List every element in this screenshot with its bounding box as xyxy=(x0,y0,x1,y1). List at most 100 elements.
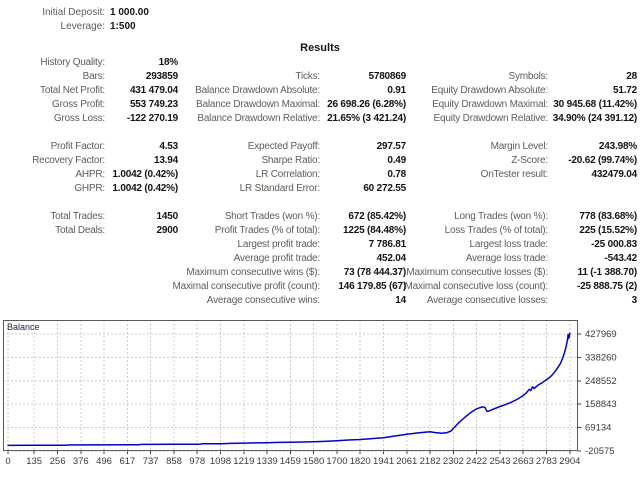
x-axis-tick-label: 1459 xyxy=(280,456,301,467)
stat-label xyxy=(0,238,105,252)
stat-row: Bars: 293859 Ticks: 5780869 Symbols: 28 xyxy=(0,70,640,84)
stats-section-1: History Quality: 18% Bars: 293859 Ticks: 5780… xyxy=(0,56,640,126)
stat-value: 243.98% xyxy=(598,141,637,152)
stat-label: Gross Loss: xyxy=(53,113,105,124)
stat-label xyxy=(0,252,105,266)
stat-value: 28 xyxy=(626,71,637,82)
x-axis-tick-label: 858 xyxy=(166,456,182,467)
stat-label: Gross Profit: xyxy=(52,99,105,110)
stat-row: Maximum consecutive wins ($): 73 (78 444.… xyxy=(0,266,640,280)
stat-value: 21.65% (3 421.24) xyxy=(327,113,406,124)
stat-label: Profit Factor: xyxy=(50,141,106,152)
stat-value: 60 272.55 xyxy=(363,183,406,194)
y-axis-tick-label: 69134 xyxy=(585,423,611,434)
stat-value: 14 xyxy=(395,295,406,306)
stat-value: 452.04 xyxy=(376,253,407,264)
stat-row: Gross Profit: 553 749.23 Balance Drawdown … xyxy=(0,98,640,112)
stat-row: Profit Factor: 4.53 Expected Payoff: 297.57… xyxy=(0,140,640,154)
stat-label: Average profit trade: xyxy=(233,253,320,264)
stat-label: GHPR: xyxy=(74,183,105,194)
stat-value xyxy=(548,182,637,196)
stat-value: 1.0042 (0.42%) xyxy=(112,169,178,180)
x-axis-tick-label: 1820 xyxy=(350,456,371,467)
stat-label: Z-Score: xyxy=(511,155,548,166)
y-axis-tick-label: 427969 xyxy=(585,329,617,340)
stat-label: Total Deals: xyxy=(55,225,105,236)
stat-value: 51.72 xyxy=(612,85,637,96)
stat-label: Ticks: xyxy=(295,71,320,82)
stat-value: 431 479.04 xyxy=(129,85,178,96)
stat-value xyxy=(320,56,406,70)
stat-value: 5780869 xyxy=(368,71,406,82)
initial-deposit-value: 1 000.00 xyxy=(110,7,149,18)
stat-value: 225 (15.52%) xyxy=(579,225,637,236)
stat-row: Total Trades: 1450 Short Trades (won %): 67… xyxy=(0,210,640,224)
stat-label: Balance Drawdown Relative: xyxy=(197,113,320,124)
x-axis-tick-label: 617 xyxy=(119,456,135,467)
stat-row: Maximal consecutive profit (count): 146 1… xyxy=(0,280,640,294)
stat-label xyxy=(178,56,320,70)
stat-label: Symbols: xyxy=(508,71,548,82)
x-axis-tick-label: 2783 xyxy=(536,456,557,467)
stat-value: 13.94 xyxy=(153,155,178,166)
stat-label: Equity Drawdown Relative: xyxy=(433,113,549,124)
x-axis-tick-label: 1700 xyxy=(326,456,347,467)
x-axis-tick-label: 737 xyxy=(143,456,159,467)
x-axis-tick-label: 1941 xyxy=(373,456,394,467)
stat-value xyxy=(105,238,178,252)
stat-label: Expected Payoff: xyxy=(247,141,320,152)
stat-label: Profit Trades (% of total): xyxy=(214,225,320,236)
stat-value: 778 (83.68%) xyxy=(579,211,637,222)
x-axis-tick-label: 2061 xyxy=(396,456,417,467)
x-axis-tick-label: 1339 xyxy=(257,456,278,467)
x-axis-tick-label: 2302 xyxy=(443,456,464,467)
stat-value: 672 (85.42%) xyxy=(348,211,406,222)
initial-deposit-row: Initial Deposit: 1 000.00 xyxy=(0,6,320,20)
stats-section-3: Total Trades: 1450 Short Trades (won %): 67… xyxy=(0,210,640,308)
stat-label: Average loss trade: xyxy=(465,253,548,264)
stat-label: Total Trades: xyxy=(50,211,105,222)
stat-label: Equity Drawdown Maximal: xyxy=(432,99,548,110)
stat-value: 7 786.81 xyxy=(368,239,407,250)
stat-value: -543.42 xyxy=(604,253,637,264)
stat-value: -25 888.75 (2) xyxy=(576,281,637,292)
stat-label: Balance Drawdown Absolute: xyxy=(195,85,320,96)
stat-label xyxy=(0,294,105,308)
stat-label: LR Standard Error: xyxy=(239,183,321,194)
stat-value: 1225 (84.48%) xyxy=(342,225,406,236)
stat-value: -25 000.83 xyxy=(591,239,637,250)
x-axis-tick-label: 978 xyxy=(189,456,205,467)
x-axis-tick-label: 135 xyxy=(26,456,42,467)
chart-title: Balance xyxy=(7,322,40,332)
x-axis-tick-label: 2543 xyxy=(489,456,510,467)
stat-label: Maximal consecutive loss (count): xyxy=(404,281,549,292)
stat-value: 30 945.68 (11.42%) xyxy=(553,99,637,110)
stats-section-2: Profit Factor: 4.53 Expected Payoff: 297.57… xyxy=(0,140,640,196)
stat-value: 0.78 xyxy=(387,169,406,180)
stat-label: Long Trades (won %): xyxy=(454,211,548,222)
stat-value: 18% xyxy=(158,57,179,68)
x-axis-tick-label: 2422 xyxy=(466,456,487,467)
stat-value: 0.49 xyxy=(387,155,406,166)
stat-label xyxy=(0,266,105,280)
stat-value: -20.62 (99.74%) xyxy=(568,155,637,166)
stat-value: 553 749.23 xyxy=(129,99,178,110)
stat-label xyxy=(0,280,105,294)
stat-row: GHPR: 1.0042 (0.42%) LR Standard Error: 60 … xyxy=(0,182,640,196)
x-axis-tick-label: 1219 xyxy=(233,456,254,467)
stat-value: 34.90% (24 391.12) xyxy=(552,113,637,124)
leverage-label: Leverage: xyxy=(60,21,105,32)
stat-label: Largest loss trade: xyxy=(469,239,549,250)
y-axis-tick-label: 158843 xyxy=(585,399,617,410)
stat-label: Maximal consecutive profit (count): xyxy=(172,281,320,292)
stat-row: Total Net Profit: 431 479.04 Balance Drawd… xyxy=(0,84,640,98)
balance-series-line xyxy=(7,332,571,447)
stat-label: Total Net Profit: xyxy=(40,85,105,96)
y-axis-tick-label: 248552 xyxy=(585,376,617,387)
stat-label: OnTester result: xyxy=(480,169,549,180)
stat-value: 3 xyxy=(631,295,638,306)
x-axis-tick-label: 2182 xyxy=(420,456,441,467)
stat-label: Average consecutive wins: xyxy=(206,295,320,306)
stat-label: Recovery Factor: xyxy=(32,155,105,166)
stat-label: Sharpe Ratio: xyxy=(261,155,320,166)
